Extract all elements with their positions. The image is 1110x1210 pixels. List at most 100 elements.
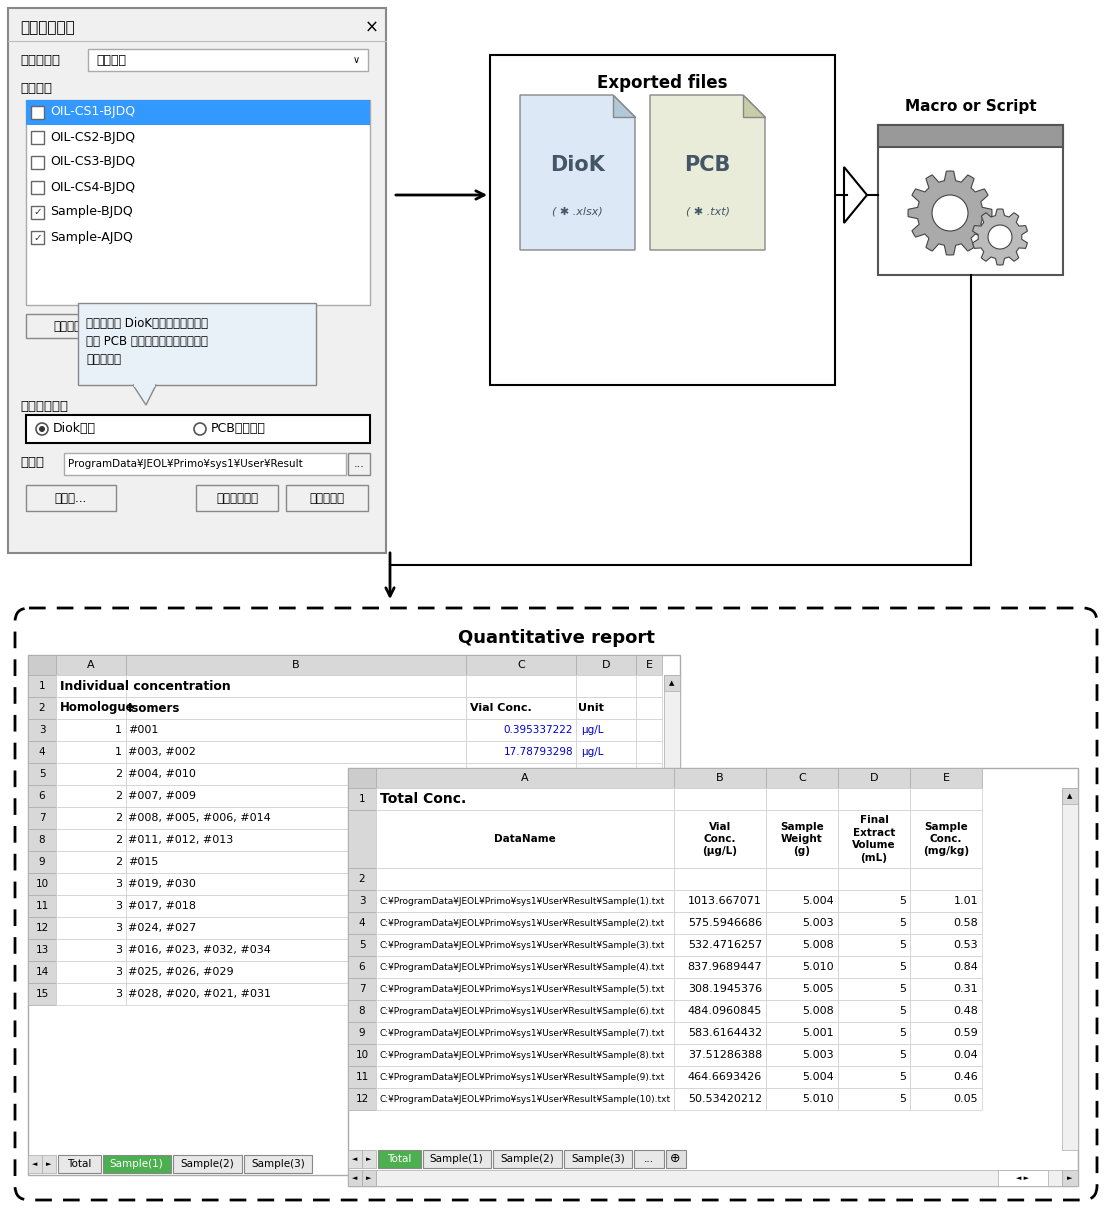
Polygon shape <box>972 209 1028 265</box>
Bar <box>349 453 370 476</box>
Text: #016, #023, #032, #034: #016, #023, #032, #034 <box>128 945 271 955</box>
Text: 11: 11 <box>36 901 49 911</box>
Text: C:¥ProgramData¥JEOL¥Primo¥sys1¥User¥Result¥Sample(6).txt: C:¥ProgramData¥JEOL¥Primo¥sys1¥User¥Resu… <box>380 1007 665 1015</box>
Text: C:¥ProgramData¥JEOL¥Primo¥sys1¥User¥Result¥Sample(9).txt: C:¥ProgramData¥JEOL¥Primo¥sys1¥User¥Resu… <box>380 1072 665 1082</box>
Text: Individual concentration: Individual concentration <box>60 680 231 692</box>
Bar <box>910 978 982 999</box>
Text: 15: 15 <box>36 989 49 999</box>
Bar <box>466 655 576 675</box>
Text: 2: 2 <box>114 813 122 823</box>
Bar <box>838 999 910 1022</box>
Text: Macro or Script: Macro or Script <box>905 99 1037 115</box>
Bar <box>466 785 576 807</box>
Bar <box>349 809 376 868</box>
Bar <box>26 415 370 443</box>
Text: 9: 9 <box>39 857 46 868</box>
Bar <box>376 868 674 891</box>
Bar <box>910 1022 982 1044</box>
Bar <box>674 999 766 1022</box>
Text: 0.24305...: 0.24305... <box>519 791 573 801</box>
Bar <box>42 1156 56 1172</box>
Text: Vial Conc.: Vial Conc. <box>470 703 532 713</box>
Text: 4: 4 <box>39 747 46 757</box>
Bar <box>127 697 466 719</box>
Bar <box>838 1066 910 1088</box>
Text: 0.46: 0.46 <box>953 1072 978 1082</box>
Bar <box>910 868 982 891</box>
Text: 837.9689447: 837.9689447 <box>687 962 761 972</box>
Text: 10: 10 <box>355 1050 369 1060</box>
Text: 484.0960845: 484.0960845 <box>687 1006 761 1016</box>
Text: Sample(1): Sample(1) <box>110 1159 163 1169</box>
Text: 308.1945376: 308.1945376 <box>688 984 761 993</box>
Text: #007, #009: #007, #009 <box>128 791 196 801</box>
Bar <box>127 961 466 983</box>
Text: #024, #027: #024, #027 <box>128 923 196 933</box>
Text: PCB: PCB <box>684 155 730 174</box>
Circle shape <box>988 225 1012 249</box>
Bar <box>31 131 44 144</box>
Bar <box>576 697 636 719</box>
Bar <box>26 100 370 305</box>
Bar <box>31 156 44 169</box>
Bar <box>349 912 376 934</box>
Bar <box>576 961 636 983</box>
Text: μg/L: μg/L <box>581 725 604 734</box>
Bar <box>349 1170 362 1186</box>
Bar <box>838 978 910 999</box>
Text: 全て選択: 全て選択 <box>53 319 81 333</box>
Text: Total Conc.: Total Conc. <box>380 793 466 806</box>
Text: ◄: ◄ <box>352 1175 357 1181</box>
Text: ( ✱ .txt): ( ✱ .txt) <box>686 206 729 217</box>
Bar <box>127 655 466 675</box>
Bar <box>196 485 278 511</box>
Text: 3: 3 <box>115 945 122 955</box>
Bar <box>674 788 766 809</box>
Bar <box>564 1150 632 1168</box>
Bar <box>28 939 56 961</box>
Bar <box>56 939 127 961</box>
Bar <box>28 764 56 785</box>
Bar <box>910 934 982 956</box>
Bar <box>838 912 910 934</box>
Text: ►: ► <box>366 1156 372 1162</box>
Bar <box>910 1044 982 1066</box>
Text: 14: 14 <box>36 967 49 976</box>
Bar <box>466 675 576 697</box>
Text: 5: 5 <box>899 1050 906 1060</box>
Text: ( ✱ .xlsx): ( ✱ .xlsx) <box>552 206 603 217</box>
Text: 5.003: 5.003 <box>803 1050 834 1060</box>
Text: 575.5946686: 575.5946686 <box>688 918 761 928</box>
Text: μg/L: μg/L <box>581 791 604 801</box>
Bar <box>838 891 910 912</box>
Bar <box>674 956 766 978</box>
Text: 37.51286388: 37.51286388 <box>688 1050 761 1060</box>
Text: 2: 2 <box>39 703 46 713</box>
Polygon shape <box>908 171 992 255</box>
Bar <box>766 788 838 809</box>
Bar <box>636 917 662 939</box>
Bar <box>838 768 910 788</box>
Bar <box>636 675 662 697</box>
Polygon shape <box>743 96 765 117</box>
Text: 5: 5 <box>899 1006 906 1016</box>
Bar <box>674 934 766 956</box>
Bar <box>28 895 56 917</box>
Bar <box>674 768 766 788</box>
Bar <box>838 809 910 868</box>
Bar <box>56 697 127 719</box>
Text: 5.001: 5.001 <box>803 1028 834 1038</box>
Bar <box>349 891 376 912</box>
Bar <box>127 939 466 961</box>
Bar <box>576 719 636 741</box>
Bar <box>379 1150 421 1168</box>
Bar <box>674 1022 766 1044</box>
Text: 0.395337222: 0.395337222 <box>504 725 573 734</box>
Bar <box>576 829 636 851</box>
Bar <box>31 106 44 119</box>
Bar <box>766 999 838 1022</box>
Text: 1: 1 <box>115 747 122 757</box>
Bar <box>56 851 127 872</box>
Text: B: B <box>716 773 724 783</box>
Text: 0.53: 0.53 <box>953 940 978 950</box>
